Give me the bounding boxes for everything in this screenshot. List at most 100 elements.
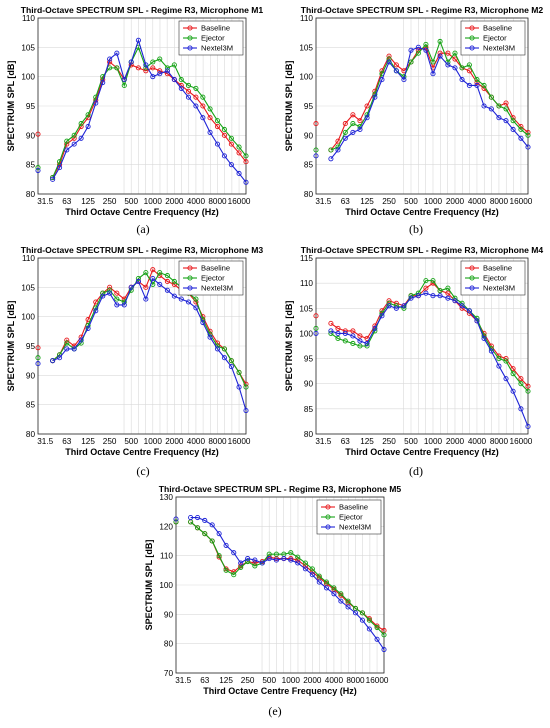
data-point — [342, 121, 348, 127]
data-point — [164, 68, 170, 74]
data-point — [143, 270, 149, 276]
x-tick-label: 125 — [81, 197, 95, 206]
y-tick-label: 80 — [26, 190, 36, 199]
x-tick-label: 8000 — [208, 197, 227, 206]
data-point — [364, 103, 370, 109]
data-point — [221, 355, 227, 361]
data-point — [525, 388, 531, 394]
data-point — [214, 118, 221, 124]
data-point — [100, 293, 106, 299]
data-point — [430, 71, 436, 77]
data-point — [302, 566, 308, 572]
data-point — [408, 47, 414, 53]
x-tick-label: 2000 — [446, 437, 465, 446]
data-point — [379, 313, 385, 319]
data-point — [100, 79, 106, 86]
data-point — [128, 59, 134, 65]
data-point — [342, 338, 348, 344]
data-point — [437, 293, 443, 299]
legend-entry: Baseline — [201, 24, 230, 33]
data-point — [273, 551, 279, 557]
data-point — [64, 346, 70, 352]
data-point — [221, 126, 227, 133]
data-point — [437, 50, 443, 56]
data-point — [221, 153, 227, 159]
legend-marker — [469, 25, 475, 31]
data-point — [350, 121, 356, 127]
data-point — [35, 165, 41, 171]
data-point — [150, 267, 156, 273]
data-point — [173, 516, 179, 522]
data-point — [223, 566, 229, 572]
y-tick-label: 100 — [21, 313, 35, 322]
data-point — [345, 604, 351, 610]
y-tick-label: 95 — [304, 102, 314, 111]
x-tick-label: 125 — [360, 437, 374, 446]
chart-title: Third-Octave SPECTRUM SPL - Regime R3, M… — [301, 245, 544, 255]
data-point — [381, 646, 387, 653]
series-nextel3m — [35, 37, 249, 185]
data-point — [78, 135, 84, 141]
data-point — [452, 65, 458, 71]
data-point — [374, 636, 380, 642]
y-tick-label: 90 — [304, 131, 314, 140]
x-tick-label: 1000 — [144, 197, 163, 206]
data-point — [379, 77, 385, 83]
y-tick-label: 100 — [159, 581, 173, 590]
legend-marker — [187, 285, 193, 291]
x-tick-label: 250 — [382, 197, 396, 206]
data-point — [93, 308, 99, 314]
x-tick-label: 125 — [360, 197, 374, 206]
data-point — [316, 579, 322, 585]
data-point — [357, 343, 363, 349]
legend-entry: Nextel3M — [201, 284, 233, 293]
data-point — [518, 126, 524, 133]
data-point — [408, 295, 414, 301]
x-tick-label: 500 — [262, 676, 276, 685]
data-point — [228, 135, 234, 141]
data-point — [423, 41, 429, 47]
data-point — [481, 335, 487, 342]
legend-marker — [187, 25, 193, 31]
legend-entry: Ejector — [201, 34, 225, 43]
data-point — [496, 356, 502, 362]
x-tick-label: 4000 — [187, 197, 206, 206]
legend-entry: Baseline — [339, 503, 368, 512]
data-point — [171, 281, 177, 287]
axes-box — [315, 257, 529, 435]
x-tick-label: 63 — [341, 437, 351, 446]
y-tick-label: 85 — [304, 405, 314, 414]
data-point — [366, 626, 372, 632]
data-point — [481, 82, 487, 89]
series-line — [330, 292, 529, 427]
data-point — [193, 296, 199, 302]
x-axis-label: Third Octave Centre Frequency (Hz) — [65, 447, 219, 457]
series-nextel3m — [313, 44, 531, 162]
data-point — [71, 346, 77, 352]
y-tick-label: 105 — [21, 43, 35, 52]
y-tick-label: 85 — [26, 401, 36, 410]
data-point — [525, 383, 531, 389]
data-point — [415, 50, 421, 56]
data-point — [496, 115, 502, 121]
data-point — [114, 290, 120, 296]
x-tick-label: 4000 — [325, 676, 344, 685]
y-tick-label: 90 — [26, 371, 36, 380]
x-tick-label: 63 — [62, 437, 72, 446]
data-point — [85, 325, 91, 331]
data-point — [445, 50, 451, 56]
figure-caption: (d) — [409, 464, 423, 478]
x-tick-label: 125 — [81, 437, 95, 446]
legend-entry: Ejector — [339, 513, 363, 522]
data-point — [401, 77, 407, 83]
data-point — [364, 115, 370, 121]
series-nextel3m — [35, 275, 249, 414]
data-point — [359, 610, 365, 616]
data-point — [323, 579, 330, 585]
legend-marker — [469, 45, 475, 51]
data-point — [202, 517, 208, 524]
data-point — [316, 573, 322, 579]
legend-marker — [325, 524, 331, 530]
data-point — [331, 591, 337, 597]
x-tick-label: 8000 — [208, 437, 227, 446]
